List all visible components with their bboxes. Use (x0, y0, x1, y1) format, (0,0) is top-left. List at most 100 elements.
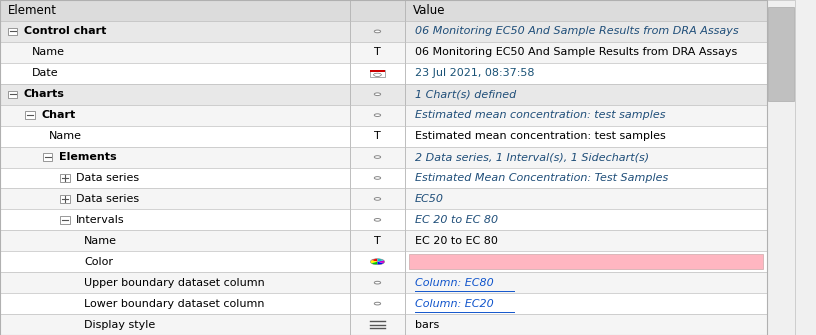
Circle shape (375, 177, 380, 179)
Bar (0, 105, 349, 126)
Bar (349, 63, 406, 84)
Bar (406, 0, 767, 21)
Text: Charts: Charts (24, 89, 64, 99)
Text: Data series: Data series (76, 194, 140, 204)
Circle shape (375, 302, 380, 305)
Bar (0, 42, 767, 63)
Bar (406, 209, 767, 230)
Bar (0, 84, 767, 105)
Bar (406, 84, 767, 105)
Bar (349, 293, 406, 314)
Bar (0, 0, 767, 21)
Bar (25, 112, 35, 119)
Bar (349, 272, 406, 293)
Bar (0, 126, 767, 147)
Bar (410, 254, 763, 269)
Bar (767, 0, 795, 335)
Bar (349, 251, 406, 272)
Bar (0, 230, 349, 251)
Circle shape (375, 198, 380, 200)
Circle shape (375, 218, 380, 221)
Text: EC 20 to EC 80: EC 20 to EC 80 (415, 215, 498, 225)
Wedge shape (378, 262, 384, 265)
Bar (0, 21, 349, 42)
Bar (0, 188, 349, 209)
Bar (0, 168, 767, 188)
Bar (0, 209, 349, 230)
Bar (60, 216, 70, 223)
Text: EC 20 to EC 80: EC 20 to EC 80 (415, 236, 498, 246)
Text: Upper boundary dataset column: Upper boundary dataset column (84, 278, 265, 288)
Text: Control chart: Control chart (24, 26, 106, 37)
Text: Intervals: Intervals (76, 215, 125, 225)
Text: 06 Monitoring EC50 And Sample Results from DRA Assays: 06 Monitoring EC50 And Sample Results fr… (415, 47, 737, 57)
Bar (406, 293, 767, 314)
Text: Estimated mean concentration: test samples: Estimated mean concentration: test sampl… (415, 131, 666, 141)
Text: T: T (374, 47, 381, 57)
Bar (406, 168, 767, 188)
Text: Estimated mean concentration: test samples: Estimated mean concentration: test sampl… (415, 110, 665, 120)
Bar (349, 314, 406, 335)
Bar (349, 168, 406, 188)
Bar (406, 314, 767, 335)
Bar (0, 251, 349, 272)
Bar (0, 63, 767, 84)
Text: Value: Value (413, 4, 446, 17)
Text: Column: EC20: Column: EC20 (415, 298, 494, 309)
Text: Date: Date (32, 68, 59, 78)
Bar (349, 0, 406, 21)
Text: Name: Name (32, 47, 64, 57)
Circle shape (375, 156, 380, 158)
Bar (349, 105, 406, 126)
Circle shape (375, 281, 380, 284)
Bar (406, 126, 767, 147)
Text: 23 Jul 2021, 08:37:58: 23 Jul 2021, 08:37:58 (415, 68, 534, 78)
Bar (406, 105, 767, 126)
Bar (0, 147, 349, 168)
Text: T: T (374, 236, 381, 246)
Text: EC50: EC50 (415, 194, 444, 204)
Text: Lower boundary dataset column: Lower boundary dataset column (84, 298, 264, 309)
Wedge shape (378, 259, 384, 262)
Bar (349, 84, 406, 105)
Text: Estimated Mean Concentration: Test Samples: Estimated Mean Concentration: Test Sampl… (415, 173, 668, 183)
Bar (406, 147, 767, 168)
Bar (0, 293, 767, 314)
Bar (768, 7, 794, 100)
Bar (406, 63, 767, 84)
Text: T: T (374, 131, 381, 141)
Bar (0, 84, 349, 105)
Bar (0, 42, 349, 63)
Bar (0, 230, 767, 251)
Bar (0, 126, 349, 147)
Bar (349, 209, 406, 230)
Bar (349, 21, 406, 42)
Bar (0, 0, 349, 21)
Bar (349, 188, 406, 209)
Wedge shape (378, 260, 384, 263)
Text: Color: Color (84, 257, 113, 267)
Bar (0, 188, 767, 209)
Bar (8, 90, 17, 98)
Bar (0, 293, 349, 314)
Bar (370, 70, 384, 77)
Bar (43, 153, 52, 161)
Text: 2 Data series, 1 Interval(s), 1 Sidechart(s): 2 Data series, 1 Interval(s), 1 Sidechar… (415, 152, 649, 162)
Bar (0, 251, 767, 272)
Bar (349, 230, 406, 251)
Text: Elements: Elements (59, 152, 117, 162)
Bar (0, 21, 767, 42)
Circle shape (375, 114, 380, 117)
Bar (8, 28, 17, 35)
Wedge shape (371, 259, 378, 262)
Bar (60, 174, 70, 182)
Bar (0, 63, 349, 84)
Bar (406, 230, 767, 251)
Text: Display style: Display style (84, 320, 156, 330)
Bar (60, 195, 70, 203)
Bar (0, 314, 349, 335)
Text: 1 Chart(s) defined: 1 Chart(s) defined (415, 89, 516, 99)
Circle shape (375, 93, 380, 95)
Text: Chart: Chart (42, 110, 76, 120)
Bar (406, 272, 767, 293)
